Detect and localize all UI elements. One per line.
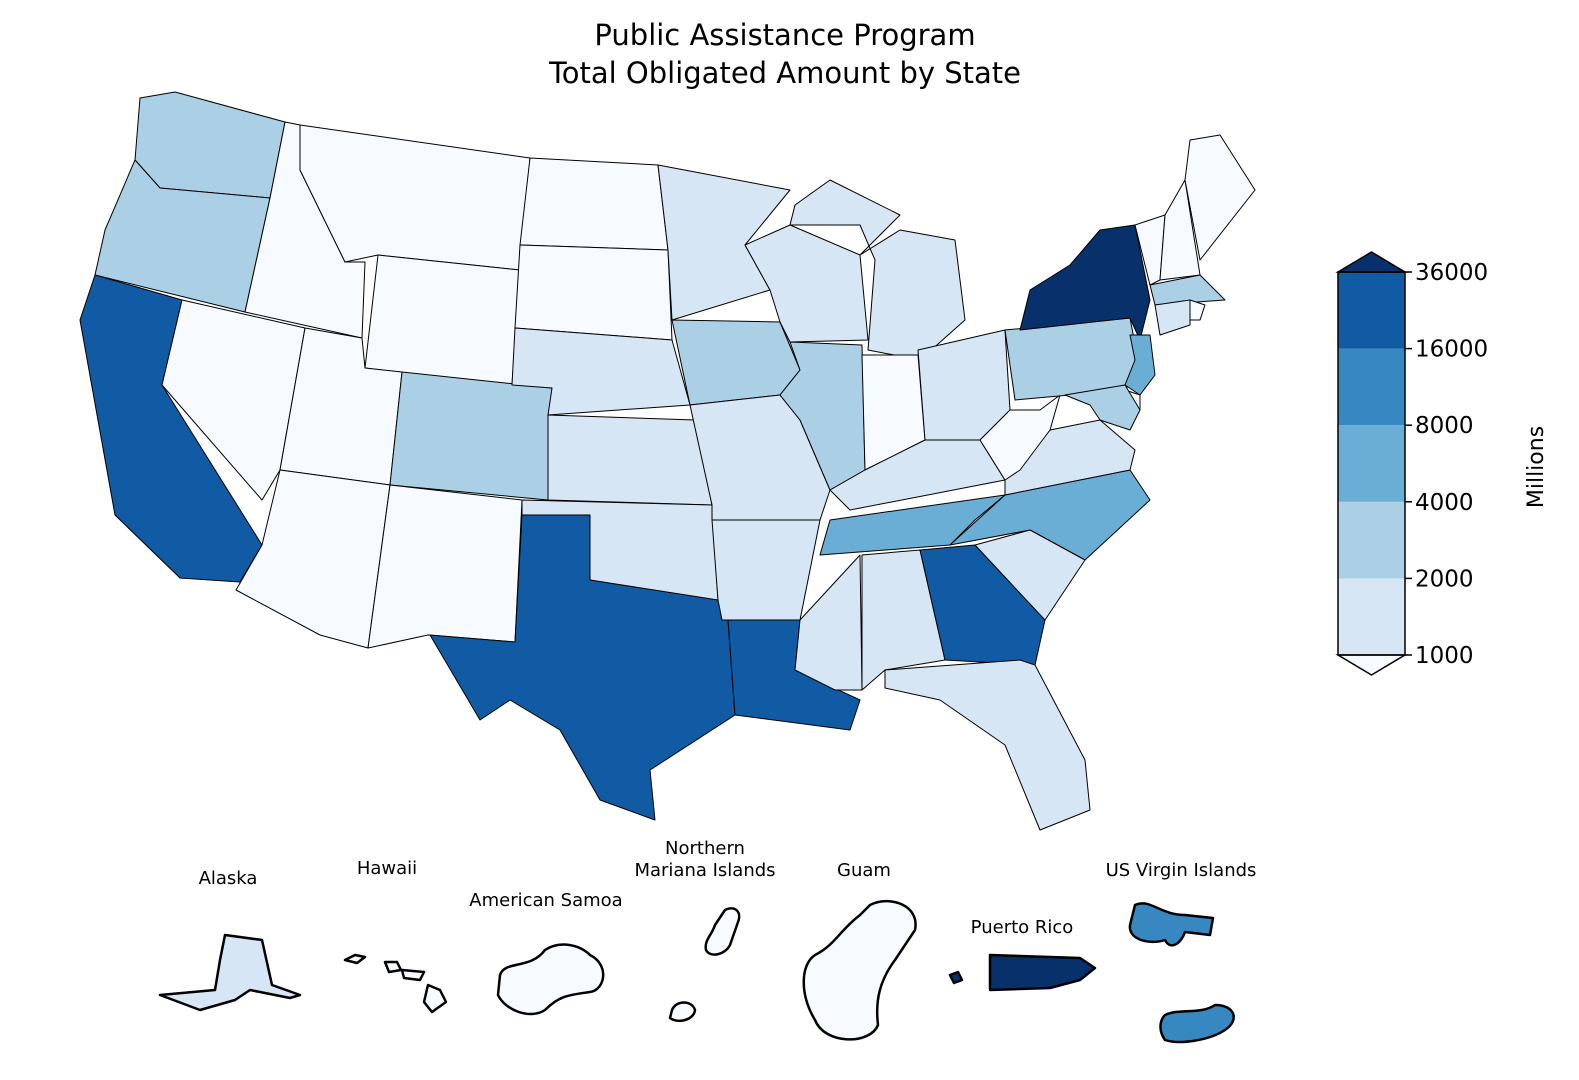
territory [668, 1001, 697, 1022]
colorbar-bin [1338, 425, 1405, 502]
state [367, 484, 523, 649]
state [1149, 274, 1226, 306]
territory-label: Mariana Islands [634, 860, 775, 881]
territory [422, 983, 448, 1014]
colorbar-frame [1337, 271, 1406, 656]
territory-label: Puerto Rico [971, 917, 1074, 938]
state [1189, 299, 1206, 321]
title-line: Total Obligated Amount by State [548, 56, 1021, 90]
state [514, 244, 673, 341]
territory [1159, 1003, 1235, 1044]
territory [343, 953, 367, 965]
colorbar-tick-label: 2000 [1415, 566, 1474, 592]
state [547, 414, 713, 506]
colorbar-tick-label: 16000 [1415, 337, 1488, 363]
colorbar-bin [1338, 578, 1405, 655]
colorbar-label: Millions [1524, 426, 1549, 508]
territory [988, 953, 1097, 992]
state [789, 179, 966, 361]
state [711, 519, 821, 621]
colorbar-tick-label: 8000 [1415, 413, 1474, 439]
territory [704, 907, 741, 956]
territory-label: US Virgin Islands [1106, 860, 1257, 881]
state [364, 254, 521, 386]
state [974, 529, 1086, 621]
territory-label: Hawaii [357, 858, 417, 879]
territory [1128, 902, 1215, 947]
state [134, 91, 286, 199]
state [671, 319, 801, 406]
state [519, 157, 669, 251]
colorbar-bin [1338, 272, 1405, 349]
territory-label: Alaska [199, 868, 258, 889]
territory-label: Guam [837, 860, 891, 881]
colorbar-bin [1338, 501, 1405, 579]
colorbar-bin [1338, 348, 1405, 426]
colorbar-tick-label: 4000 [1415, 490, 1474, 516]
territory [496, 943, 605, 1016]
territory-label: American Samoa [469, 890, 622, 911]
state [1064, 384, 1141, 431]
colorbar-tick-label: 36000 [1415, 260, 1488, 286]
territory [158, 933, 302, 1012]
territory [802, 899, 917, 1041]
colorbar-tick-label: 1000 [1415, 643, 1474, 669]
state [819, 494, 1006, 556]
state [389, 371, 553, 501]
title-line: Public Assistance Program [594, 18, 975, 52]
state [861, 549, 946, 691]
state [979, 394, 1061, 481]
state [1184, 134, 1256, 261]
state [744, 224, 869, 343]
state [794, 554, 863, 691]
state [429, 514, 736, 821]
state [1154, 299, 1191, 336]
territory [948, 970, 964, 985]
territory [400, 968, 426, 982]
state [161, 299, 306, 501]
territory [383, 960, 403, 974]
state [884, 659, 1091, 831]
colorbar-over [1335, 251, 1408, 273]
colorbar-under [1335, 654, 1408, 676]
territory-label: Northern [665, 838, 745, 859]
state [919, 544, 1046, 666]
